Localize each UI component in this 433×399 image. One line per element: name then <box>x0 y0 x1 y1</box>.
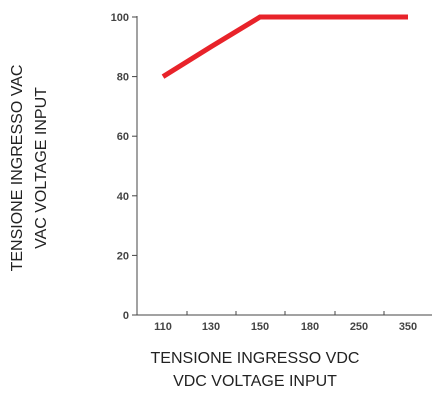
x-tick-label: 130 <box>202 321 220 333</box>
x-tick-label: 180 <box>301 321 319 333</box>
x-tick-label: 350 <box>399 321 417 333</box>
y-tick-label: 60 <box>117 131 129 143</box>
y-axis-title-line-2: VAC VOLTAGE INPUT <box>33 87 50 249</box>
x-axis-title-line-1: TENSIONE INGRESSO VDC <box>151 350 360 367</box>
y-tick-label: 0 <box>123 310 129 322</box>
ticks: 0 20 40 60 80 100 110 130 150 180 250 350 <box>111 12 418 333</box>
y-tick-label: 40 <box>117 191 129 203</box>
axes <box>136 16 432 316</box>
y-tick-label: 80 <box>117 72 129 84</box>
y-tick-label: 100 <box>111 12 129 24</box>
x-axis-title-line-2: VDC VOLTAGE INPUT <box>173 373 337 390</box>
x-tick-label: 110 <box>154 321 172 333</box>
series <box>161 14 408 79</box>
series-line <box>161 14 408 79</box>
x-tick-label: 150 <box>251 321 269 333</box>
x-tick-label: 250 <box>350 321 368 333</box>
y-tick-label: 20 <box>117 250 129 262</box>
y-axis-title-line-1: TENSIONE INGRESSO VAC <box>9 65 26 272</box>
